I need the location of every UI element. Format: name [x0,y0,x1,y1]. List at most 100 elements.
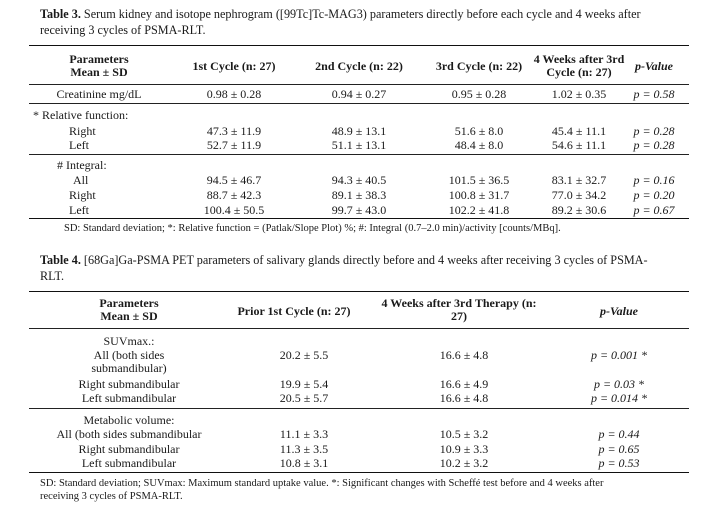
table-row: SUVmax.: [29,334,689,348]
p-value: p = 0.014 * [590,391,648,405]
table4-header-after: 4 Weeks after 3rd Therapy (n: 27) [381,296,537,323]
prior-value: 11.3 ± 3.5 [279,442,329,456]
table4-caption-line2: RLT. [40,269,65,283]
after-value: 45.4 ± 11.1 [551,124,607,138]
row-label: All (both sides [93,348,165,362]
after-value: 10.2 ± 3.2 [439,456,489,470]
after-value: 10.5 ± 3.2 [439,427,489,441]
cycle1-value: 0.98 ± 0.28 [206,87,262,101]
table4-header-prior: Prior 1st Cycle (n: 27) [237,304,351,318]
after-value: 16.6 ± 4.8 [439,348,489,362]
prior-value: 20.2 ± 5.5 [279,348,329,362]
row-label: Creatinine mg/dL [56,87,142,101]
table4-header-parameters: Parameters Mean ± SD [99,296,159,323]
prior-value: 11.1 ± 3.3 [279,427,329,441]
cycle3-value: 0.95 ± 0.28 [451,87,507,101]
after-value: 54.6 ± 11.1 [551,138,607,152]
p-value: p = 0.67 [633,203,675,217]
row-label: # Integral: [57,158,107,172]
after-value: 1.02 ± 0.35 [551,87,607,101]
row-label: SUVmax.: [103,334,155,348]
table3-caption: Table 3. Serum kidney and isotope nephro… [40,6,690,38]
table3-caption-line1: Serum kidney and isotope nephrogram ([99… [83,7,641,21]
after-value: 16.6 ± 4.8 [439,391,489,405]
table4-caption-line1: [68Ga]Ga-PSMA PET parameters of salivary… [83,253,648,267]
cycle2-value: 89.1 ± 38.3 [331,188,387,202]
table3-header-parameters: Parameters Mean ± SD [69,52,129,79]
table-row: Right submandibular 11.3 ± 3.5 10.9 ± 3.3 p… [29,442,689,456]
cycle1-value: 100.4 ± 50.5 [203,203,265,217]
table4-bottom-rule [29,472,689,473]
table4-header-pvalue: p-Value [599,304,638,318]
table4-divider-1 [29,408,689,409]
table3-divider-1 [29,103,689,104]
after-value: 83.1 ± 32.7 [551,173,607,187]
table-row: Creatinine mg/dL 0.98 ± 0.28 0.94 ± 0.27 0.… [29,87,689,101]
cycle2-value: 51.1 ± 13.1 [331,138,387,152]
table3-caption-line2: receiving 3 cycles of PSMA-RLT. [40,23,206,37]
table-row: All (both sides submandibular 11.1 ± 3.3 1… [29,427,689,441]
p-value: p = 0.44 [598,427,640,441]
cycle3-value: 100.8 ± 31.7 [448,188,510,202]
table4-footnote: SD: Standard deviation; SUVmax: Maximum … [40,478,604,502]
p-value: p = 0.58 [633,87,675,101]
table4-caption-label: Table 4. [40,253,81,267]
p-value: p = 0.28 [633,138,675,152]
cycle1-value: 94.5 ± 46.7 [206,173,262,187]
row-label: All [73,173,89,187]
cycle1-value: 47.3 ± 11.9 [206,124,262,138]
row-label: Right [69,188,96,202]
table3-divider-2 [29,154,689,155]
row-label: Left [69,138,89,152]
cycle3-value: 51.6 ± 8.0 [454,124,504,138]
table3-header-cycle2: 2nd Cycle (n: 22) [315,59,403,73]
table-row: submandibular) [29,361,689,375]
cycle3-value: 101.5 ± 36.5 [448,173,510,187]
prior-value: 19.9 ± 5.4 [279,377,329,391]
table3-header-cycle1: 1st Cycle (n: 27) [192,59,276,73]
table-row: All (both sides 20.2 ± 5.5 16.6 ± 4.8 p = 0… [29,348,689,362]
row-label: Metabolic volume: [83,413,175,427]
prior-value: 20.5 ± 5.7 [279,391,329,405]
prior-value: 10.8 ± 3.1 [279,456,329,470]
table-row: Left submandibular 20.5 ± 5.7 16.6 ± 4.8 p … [29,391,689,405]
row-label: * Relative function: [33,108,129,122]
row-label: Right submandibular [78,377,180,391]
p-value: p = 0.65 [598,442,640,456]
table3-top-rule [29,45,689,46]
cycle2-value: 94.3 ± 40.5 [331,173,387,187]
table3-header-cycle3: 3rd Cycle (n: 22) [435,59,523,73]
table-row: Right 47.3 ± 11.9 48.9 ± 13.1 51.6 ± 8.0 45.… [29,124,689,138]
cycle2-value: 99.7 ± 43.0 [331,203,387,217]
row-label: submandibular) [91,361,167,375]
row-label: Right [69,124,96,138]
row-label: Left submandibular [81,391,177,405]
cycle1-value: 52.7 ± 11.9 [206,138,262,152]
table4-header-rule [29,328,689,329]
cycle2-value: 48.9 ± 13.1 [331,124,387,138]
row-label: Left [69,203,89,217]
table3-footnote: SD: Standard deviation; *: Relative func… [64,223,561,234]
table4-caption: Table 4. [68Ga]Ga-PSMA PET parameters of… [40,252,690,284]
after-value: 16.6 ± 4.9 [439,377,489,391]
row-label: Left submandibular [81,456,177,470]
cycle3-value: 102.2 ± 41.8 [448,203,510,217]
table3-header-pvalue: p-Value [634,59,673,73]
after-value: 10.9 ± 3.3 [439,442,489,456]
cycle3-value: 48.4 ± 8.0 [454,138,504,152]
p-value: p = 0.16 [633,173,675,187]
table-row: Left 100.4 ± 50.5 99.7 ± 43.0 102.2 ± 41.8 8… [29,203,689,217]
cycle2-value: 0.94 ± 0.27 [331,87,387,101]
table3-header-rule [29,84,689,85]
p-value: p = 0.001 * [590,348,648,362]
table3-header-after: 4 Weeks after 3rd Cycle (n: 27) [533,52,625,79]
row-label: All (both sides submandibular [56,427,202,441]
p-value: p = 0.03 * [593,377,645,391]
table4-top-rule [29,291,689,292]
table-row: Right submandibular 19.9 ± 5.4 16.6 ± 4.9 p… [29,377,689,391]
p-value: p = 0.20 [633,188,675,202]
table3-bottom-rule [29,218,689,219]
table-row: All 94.5 ± 46.7 94.3 ± 40.5 101.5 ± 36.5 83.… [29,173,689,187]
table-row: Metabolic volume: [29,413,689,427]
table-row: Right 88.7 ± 42.3 89.1 ± 38.3 100.8 ± 31.7 7… [29,188,689,202]
